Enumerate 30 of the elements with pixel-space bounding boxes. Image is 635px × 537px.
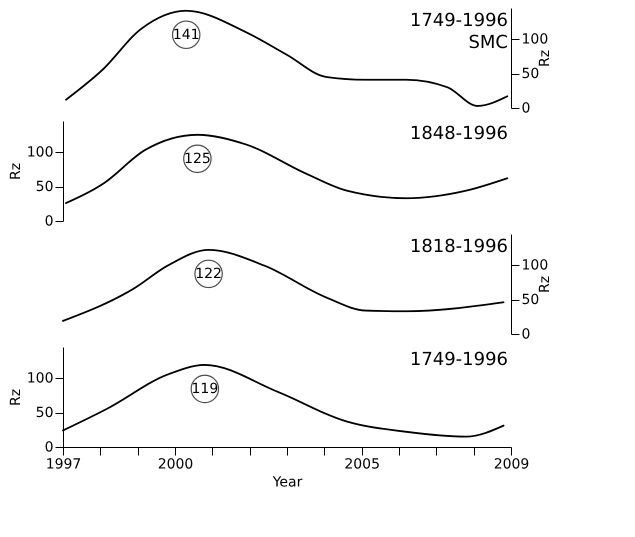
y-tick-label: 50 — [36, 405, 54, 422]
series-label: 1848-1996 — [410, 123, 508, 144]
y2-tick-label: 50 — [522, 292, 540, 308]
y-tick-label: 50 — [36, 179, 54, 196]
x-tick-label: 2005 — [344, 456, 380, 472]
y2-tick-label: 100 — [522, 32, 548, 48]
y2-tick-label: 100 — [522, 258, 548, 274]
y2-tick-label: 0 — [522, 326, 530, 342]
y-axis-title: Rz — [8, 162, 24, 180]
annotation: 122 — [195, 266, 222, 282]
text: 1818-1996 — [410, 236, 508, 257]
x-tick-label: 2009 — [494, 456, 530, 472]
y-tick-label: 100 — [26, 144, 54, 161]
y2-axis-title: Rz — [537, 276, 554, 294]
line-series — [65, 10, 508, 107]
y-axis-title: Rz — [8, 388, 24, 406]
x-axis-title: Year — [272, 474, 303, 490]
annotation: 125 — [184, 150, 211, 167]
y2-tick-label: 50 — [522, 66, 540, 82]
y2-tick-label: 0 — [522, 100, 530, 116]
y-tick-label: 0 — [44, 440, 54, 456]
annotation: 141 — [172, 26, 200, 43]
annotation: 119 — [192, 380, 218, 397]
y2-axis-title: Rz — [537, 50, 554, 68]
text: 1749-1996 — [410, 349, 508, 370]
y-tick-label: 100 — [26, 370, 54, 387]
x-tick-label: 1997 — [46, 456, 82, 472]
series-label: 1749-1996 SMC — [410, 10, 508, 53]
x-tick-label: 2000 — [158, 456, 194, 472]
y-tick-label: 0 — [44, 214, 54, 230]
